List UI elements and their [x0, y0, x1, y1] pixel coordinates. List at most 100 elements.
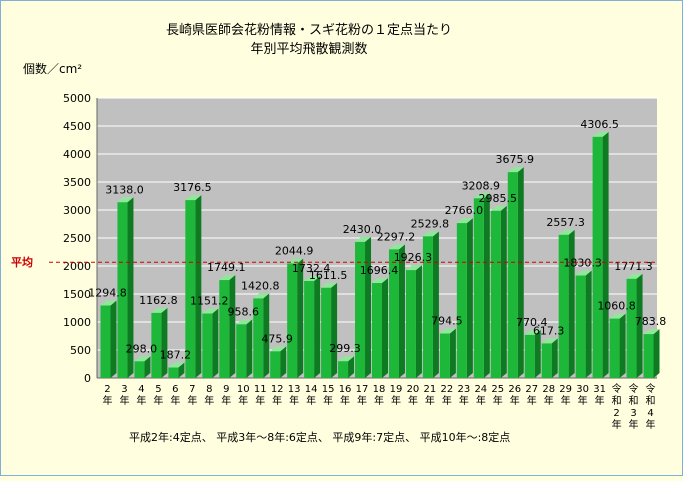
bar-side: [653, 329, 660, 378]
x-tick-label: 17 年: [356, 384, 369, 407]
bar-top: [626, 273, 643, 279]
average-label: 平均: [11, 255, 33, 269]
x-tick-label: 27 年: [525, 384, 538, 407]
bar-top: [117, 197, 134, 203]
value-label: 299.3: [329, 342, 361, 355]
bar-side: [500, 205, 507, 378]
bar-top: [609, 313, 626, 319]
value-label: 2529.8: [411, 217, 450, 230]
bar: [202, 313, 213, 378]
bar: [236, 324, 247, 378]
bar-side: [331, 282, 338, 378]
bar-top: [473, 193, 490, 199]
value-label: 783.8: [635, 315, 667, 328]
bar-side: [246, 319, 253, 378]
bar-top: [541, 338, 558, 344]
bar: [304, 280, 315, 378]
bar-side: [195, 195, 202, 378]
bar-top: [490, 205, 507, 211]
bar: [490, 210, 501, 378]
x-tick-label: 令和 2 年: [612, 382, 622, 431]
bar-top: [253, 293, 270, 299]
bar: [643, 334, 654, 378]
bar: [100, 305, 111, 378]
bar: [287, 263, 298, 378]
bar: [609, 318, 620, 378]
y-tick-label: 1000: [63, 316, 91, 329]
bar-top: [439, 328, 456, 334]
y-tick-label: 3500: [63, 176, 91, 189]
value-label: 2985.5: [479, 192, 518, 205]
y-tick-label: 2000: [63, 260, 91, 273]
value-label: 3208.9: [462, 179, 501, 192]
bar: [507, 172, 518, 378]
x-tick-label: 18 年: [373, 384, 386, 407]
bar-side: [110, 300, 117, 378]
bar-side: [568, 229, 575, 378]
bar-side: [585, 270, 592, 378]
bar-top: [219, 275, 236, 281]
x-tick-label: 21 年: [424, 384, 437, 407]
bar-top: [592, 131, 609, 137]
bar-top: [321, 282, 338, 288]
bar-top: [524, 329, 541, 335]
value-label: 3675.9: [496, 153, 535, 166]
bar-top: [456, 218, 473, 224]
bar-top: [422, 231, 439, 237]
y-tick-label: 4000: [63, 148, 91, 161]
value-label: 3176.5: [173, 181, 212, 194]
value-label: 1294.8: [88, 286, 127, 299]
x-tick-label: 令和 4 年: [646, 382, 656, 431]
bar-side: [449, 328, 456, 378]
value-label: 475.9: [261, 332, 293, 345]
bar-top: [236, 319, 253, 325]
value-label: 1749.1: [207, 261, 246, 274]
bar-side: [365, 236, 372, 378]
bar: [524, 334, 535, 378]
x-tick-label: 22 年: [441, 384, 454, 407]
bar-top: [151, 307, 168, 313]
bar: [473, 198, 484, 378]
x-tick-label: 28 年: [542, 384, 555, 407]
value-label: 958.6: [227, 305, 259, 318]
bar-side: [466, 218, 473, 378]
x-tick-label: 19 年: [390, 384, 403, 407]
x-tick-label: 15 年: [322, 384, 335, 407]
bar-side: [483, 193, 490, 378]
value-label: 1696.4: [360, 264, 399, 277]
x-tick-label: 10 年: [237, 384, 250, 407]
bar-top: [643, 329, 660, 335]
x-tick-label: 26 年: [508, 384, 521, 407]
bar-side: [602, 131, 609, 378]
x-tick-label: 24 年: [474, 384, 487, 407]
y-tick-label: 500: [70, 344, 91, 357]
plot-area: [96, 97, 660, 379]
value-label: 1611.5: [309, 269, 348, 282]
bar-top: [270, 346, 287, 352]
x-tick-label: 16 年: [339, 384, 352, 407]
value-label: 1151.2: [190, 295, 229, 308]
value-label: 1771.3: [614, 260, 653, 273]
bar: [372, 283, 382, 378]
bar: [541, 343, 552, 378]
value-label: 1830.3: [563, 257, 602, 270]
value-label: 2766.0: [445, 204, 484, 217]
value-label: 1060.8: [597, 300, 636, 313]
bar-side: [517, 167, 524, 378]
value-label: 770.4: [516, 316, 548, 329]
bar: [439, 333, 450, 378]
bar: [151, 312, 162, 378]
bar-side: [212, 308, 219, 378]
value-label: 2044.9: [275, 244, 314, 257]
chart-title-line1: 長崎県医師会花粉情報・スギ花粉の１定点当たり: [166, 22, 452, 38]
x-tick-label: 13 年: [288, 384, 301, 407]
bar: [321, 287, 332, 378]
bar-side: [398, 244, 405, 378]
bar-top: [287, 258, 304, 264]
